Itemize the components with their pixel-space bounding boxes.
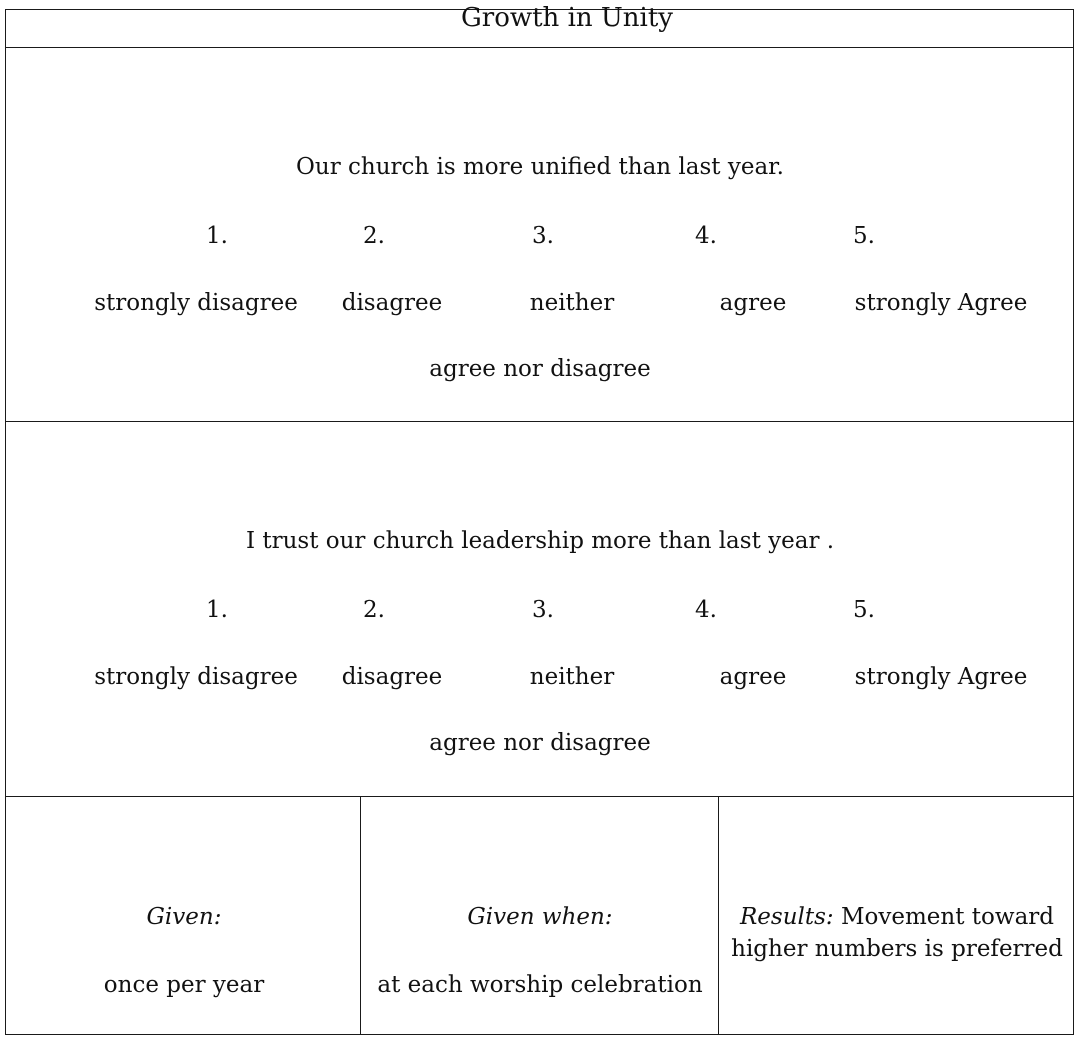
scale-label: neither — [529, 664, 615, 690]
scale-label-continuation: agree nor disagree — [429, 356, 651, 382]
scale-label: strongly Agree — [854, 290, 1028, 316]
scale-number: 5. — [853, 223, 875, 249]
footer-column-divider-2 — [718, 796, 719, 1034]
scale-number: 5. — [853, 597, 875, 623]
results-heading: Results: — [739, 904, 834, 930]
scale-label: strongly disagree — [94, 664, 298, 690]
scale-number: 1. — [206, 223, 228, 249]
results-value: Movement toward higher numbers is prefer… — [731, 904, 1063, 962]
scale-label: strongly Agree — [854, 664, 1028, 690]
question-text: I trust our church leadership more than … — [245, 528, 835, 554]
question-text: Our church is more unified than last yea… — [296, 154, 784, 180]
scale-number: 2. — [363, 223, 385, 249]
scale-label: strongly disagree — [94, 290, 298, 316]
given-when-heading: Given when: — [467, 904, 613, 930]
scale-label: agree — [719, 664, 787, 690]
given-when-value: at each worship celebration — [377, 972, 703, 998]
scale-number: 4. — [695, 597, 717, 623]
question-divider — [6, 421, 1073, 422]
scale-label: agree — [719, 290, 787, 316]
scale-label: neither — [529, 290, 615, 316]
title-divider — [6, 47, 1073, 48]
given-heading: Given: — [146, 904, 222, 930]
scale-number: 3. — [532, 597, 554, 623]
scale-number: 4. — [695, 223, 717, 249]
survey-table — [5, 9, 1074, 1035]
table-title: Growth in Unity — [461, 3, 673, 33]
results-cell: Results: Movement toward higher numbers … — [727, 901, 1067, 965]
footer-divider — [6, 796, 1073, 797]
scale-number: 3. — [532, 223, 554, 249]
scale-label: disagree — [341, 290, 443, 316]
scale-number: 1. — [206, 597, 228, 623]
scale-label: disagree — [341, 664, 443, 690]
scale-label-continuation: agree nor disagree — [429, 730, 651, 756]
footer-column-divider-1 — [360, 796, 361, 1034]
scale-number: 2. — [363, 597, 385, 623]
given-value: once per year — [103, 972, 265, 998]
